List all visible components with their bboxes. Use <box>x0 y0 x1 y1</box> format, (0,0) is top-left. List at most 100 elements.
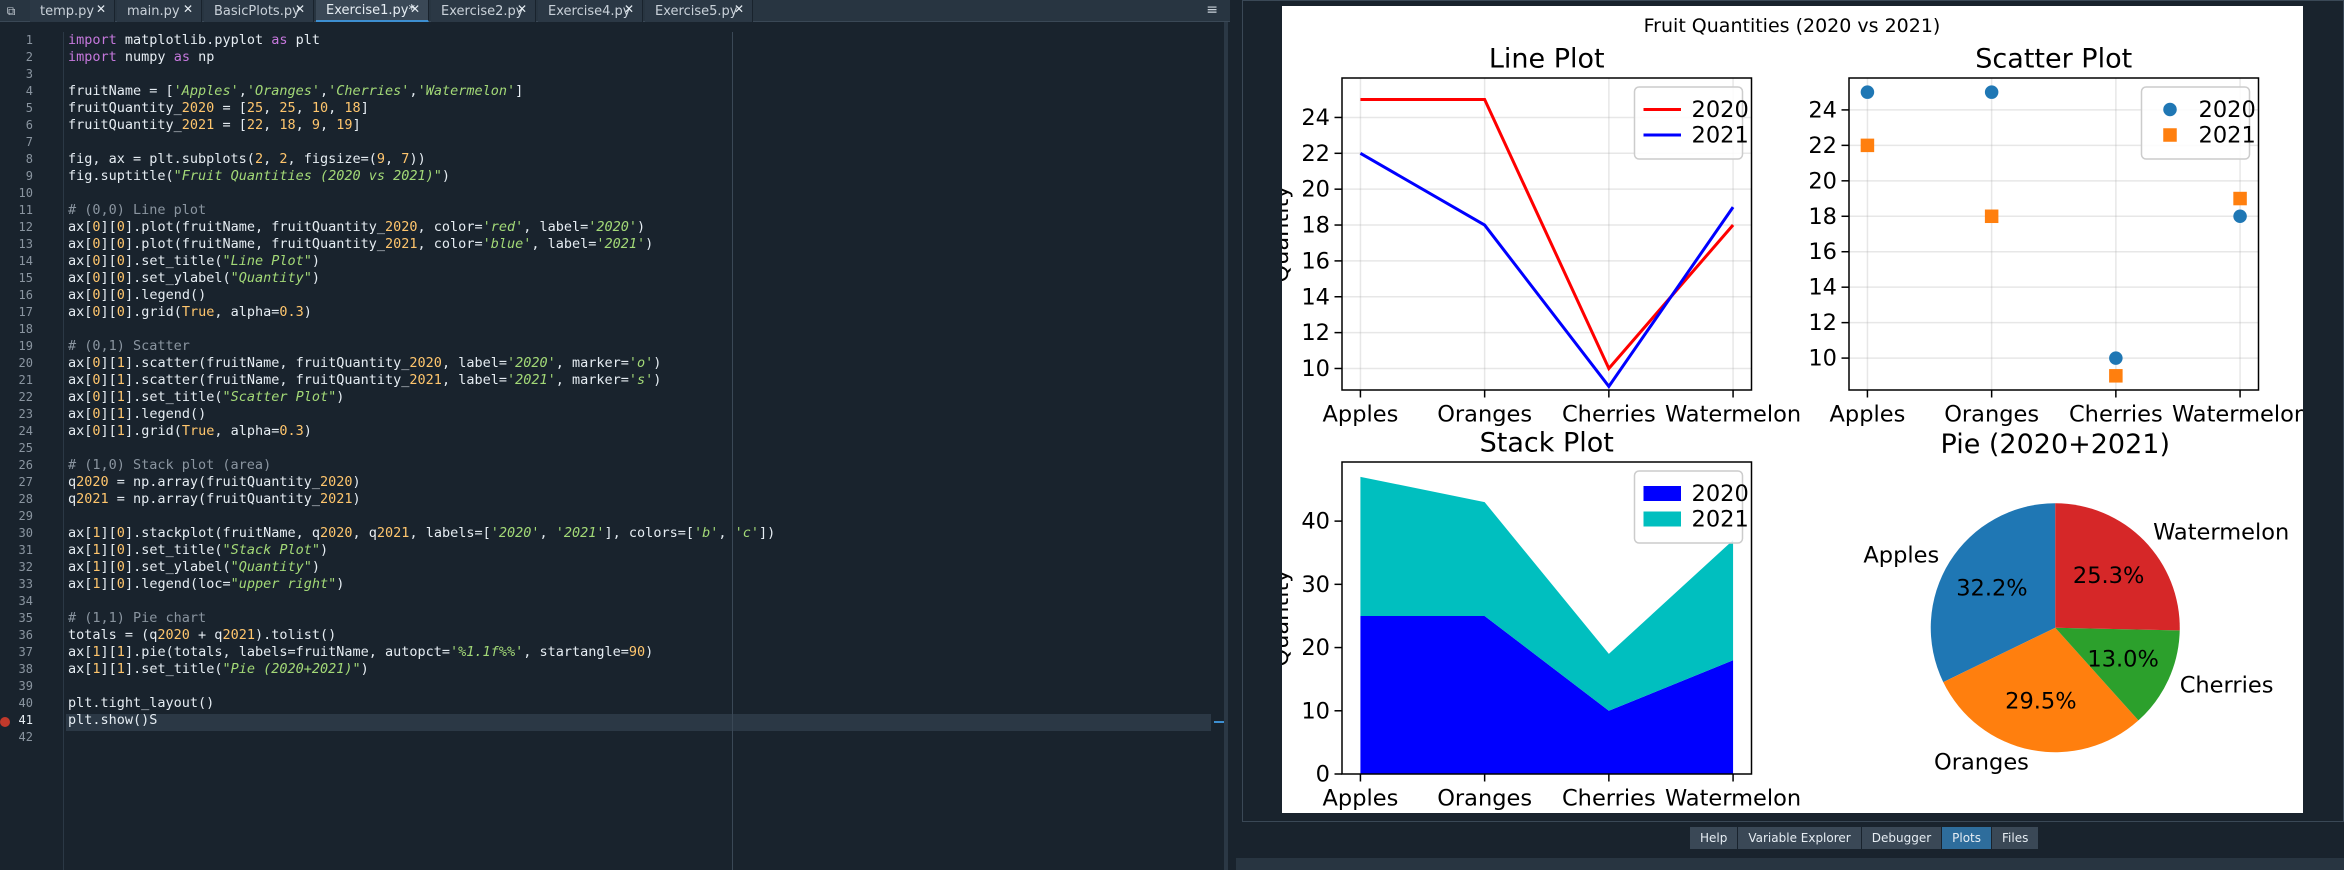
tab-label: Exercise2.py <box>441 3 524 19</box>
breakpoint-icon[interactable] <box>0 717 10 727</box>
code-line: ax[0][1].grid(True, alpha=0.3) <box>68 423 312 439</box>
tab-variable-explorer[interactable]: Variable Explorer <box>1738 827 1862 849</box>
tab-temp[interactable]: temp.py ✕ <box>30 0 115 22</box>
close-icon[interactable]: ✕ <box>516 2 527 16</box>
tab-label: Exercise5.py <box>655 3 738 19</box>
pie-label: Cherries <box>2180 672 2274 698</box>
axes-frame <box>1341 77 1753 391</box>
line-number: 33 <box>18 577 33 591</box>
legend-label: 2020 <box>1692 97 1749 123</box>
axes-title: Pie (2020+2021) <box>1941 429 2171 460</box>
code-line: totals = (q2020 + q2021).tolist() <box>68 627 337 643</box>
close-icon[interactable]: ✕ <box>623 2 634 16</box>
figure-svg: Fruit Quantities (2020 vs 2021) Apples Or… <box>1268 15 2308 812</box>
close-icon[interactable]: ✕ <box>294 2 305 16</box>
x-tick-label: Cherries <box>2069 402 2163 428</box>
line-number: 23 <box>18 407 33 421</box>
code-line: ax[1][0].stackplot(fruitName, q2020, q20… <box>68 525 776 541</box>
axes-title: Scatter Plot <box>1975 44 2132 75</box>
tab-main[interactable]: main.py ✕ <box>117 0 202 22</box>
x-tick-label: Oranges <box>1437 402 1532 428</box>
code-line: import numpy as np <box>68 49 215 65</box>
axes-title: Line Plot <box>1489 44 1605 75</box>
line-number: 35 <box>18 611 33 625</box>
tab-exercise2[interactable]: Exercise2.py ✕ <box>431 0 536 22</box>
matplotlib-figure[interactable]: Fruit Quantities (2020 vs 2021) Apples Or… <box>1268 6 2308 813</box>
code-line: ax[0][0].grid(True, alpha=0.3) <box>68 304 312 320</box>
y-tick-label: 12 <box>1301 320 1330 346</box>
code-line: plt.show()S <box>68 712 158 728</box>
x-tick-label: Oranges <box>1944 402 2039 428</box>
line-number-gutter: 1 2 3 4 5 6 7 8 9 10 11 12 13 14 15 16 17 18 19 20 21 22 23 24 2… <box>0 32 64 870</box>
pie-slice-cherries <box>2055 627 2180 721</box>
tab-exercise4[interactable]: Exercise4.py ✕ <box>538 0 643 22</box>
code-line: plt.tight_layout() <box>68 695 215 711</box>
tab-label: temp.py <box>40 3 95 19</box>
code-line: ax[0][1].legend() <box>68 406 207 422</box>
tab-exercise5[interactable]: Exercise5.py ✕ <box>645 0 753 22</box>
line-number: 11 <box>18 203 33 217</box>
line-number: 6 <box>25 118 33 132</box>
code-line: ax[1][0].legend(loc="upper right") <box>68 576 345 592</box>
close-icon[interactable]: ✕ <box>733 2 744 16</box>
legend-label: 2020 <box>2199 97 2256 123</box>
tab-plots[interactable]: Plots <box>1942 827 1993 849</box>
line-number: 17 <box>18 305 33 319</box>
code-line: ax[0][1].scatter(fruitName, fruitQuantit… <box>68 355 662 371</box>
tab-exercise1[interactable]: Exercise1.py* ✕ <box>316 0 429 22</box>
options-menu-icon[interactable]: ≡ <box>1206 2 1218 18</box>
line-number: 26 <box>18 458 33 472</box>
code-line: q2020 = np.array(fruitQuantity_2020) <box>68 474 361 490</box>
y-tick-label: 20 <box>1808 168 1837 194</box>
line-number: 42 <box>18 730 33 744</box>
line-number: 38 <box>18 662 33 676</box>
line-number: 40 <box>18 696 33 710</box>
pie-pct-label: 29.5% <box>2005 689 2076 715</box>
code-editor[interactable]: import matplotlib.pyplot as plt import nu… <box>66 32 1216 870</box>
line-number: 14 <box>18 254 33 268</box>
y-tick-label: 14 <box>1301 284 1330 310</box>
line-number: 36 <box>18 628 33 642</box>
tab-label: main.py <box>127 3 180 19</box>
scatter-point <box>1860 85 1875 99</box>
legend-label: 2021 <box>1692 123 1749 149</box>
tab-label: Exercise1.py* <box>326 2 415 18</box>
tab-help[interactable]: Help <box>1690 827 1739 849</box>
series-line-2021 <box>1359 152 1735 389</box>
line-number: 1 <box>25 33 33 47</box>
tab-files[interactable]: Files <box>1992 827 2040 849</box>
scatter-point <box>1984 209 1999 224</box>
line-number: 31 <box>18 543 33 557</box>
pie-label: Oranges <box>1934 750 2029 776</box>
line-number: 19 <box>18 339 33 353</box>
close-icon[interactable]: ✕ <box>95 2 106 16</box>
axes-frame <box>1341 461 1753 775</box>
x-tick-label: Watermelon <box>2172 402 2303 428</box>
line-number: 30 <box>18 526 33 540</box>
y-tick-label: 20 <box>1301 635 1330 661</box>
line-number: 16 <box>18 288 33 302</box>
y-tick-label: 12 <box>1808 310 1837 336</box>
line-number: 28 <box>18 492 33 506</box>
code-line: # (1,0) Stack plot (area) <box>68 457 272 473</box>
close-icon[interactable]: ✕ <box>409 2 420 16</box>
editor-pane: ⧉ temp.py ✕ main.py ✕ BasicPlots.py ✕ Exerc… <box>0 0 1230 870</box>
line-number: 39 <box>18 679 33 693</box>
line-number: 21 <box>18 373 33 387</box>
tab-basicplots[interactable]: BasicPlots.py ✕ <box>204 0 314 22</box>
scatter-point <box>2233 191 2247 206</box>
line-number: 9 <box>25 169 33 183</box>
close-icon[interactable]: ✕ <box>182 2 193 16</box>
legend-label: 2021 <box>1692 507 1749 533</box>
legend-swatch <box>1643 511 1681 527</box>
y-tick-label: 30 <box>1301 572 1330 598</box>
pane-splitter[interactable] <box>1224 22 1228 870</box>
area-layer-2021 <box>1360 476 1734 711</box>
browse-tabs-icon[interactable]: ⧉ <box>6 3 16 18</box>
code-line: fruitName = ['Apples','Oranges','Cherrie… <box>68 83 524 99</box>
line-number: 3 <box>25 67 33 81</box>
code-line: ax[0][0].set_ylabel("Quantity") <box>68 270 321 286</box>
tab-debugger[interactable]: Debugger <box>1861 827 1943 849</box>
code-line: import matplotlib.pyplot as plt <box>68 32 320 48</box>
code-line: # (0,0) Line plot <box>68 202 207 218</box>
